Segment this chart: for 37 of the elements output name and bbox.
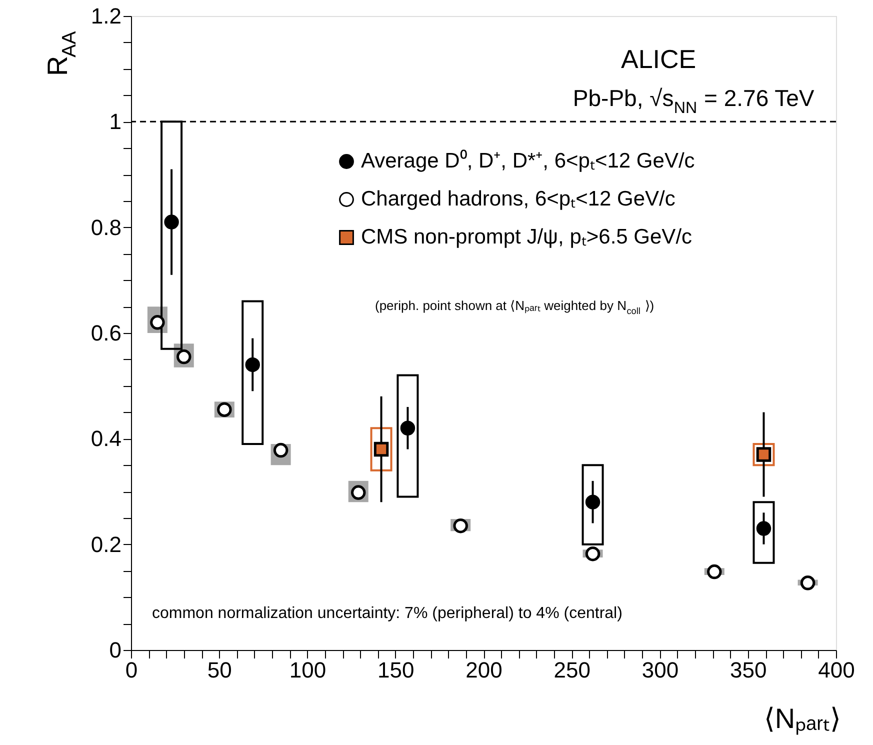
x-tick-label: 150 <box>378 658 414 682</box>
annotation: ALICE <box>620 44 696 74</box>
point <box>453 518 468 534</box>
legend-label: Charged hadrons, 6<pₜ<12 GeV/c <box>361 188 676 210</box>
y-tick-label: 1 <box>109 109 122 134</box>
legend-label: Average D⁰, D⁺, D*⁺, 6<pₜ<12 GeV/c <box>361 150 695 172</box>
y-tick-label: 0.2 <box>90 532 122 557</box>
x-tick-label: 350 <box>730 658 767 682</box>
point <box>800 576 816 590</box>
x-tick-label: 300 <box>642 658 679 682</box>
x-tick-label: 200 <box>466 658 502 682</box>
x-axis-title: ⟨Nₚₐᵣₜ⟩ <box>764 703 842 735</box>
point <box>756 521 772 536</box>
legend-label: CMS non-prompt J/ψ, pₜ>6.5 GeV/c <box>361 226 692 248</box>
point <box>585 546 600 562</box>
y-tick-label: 0.6 <box>90 320 122 346</box>
bar <box>752 442 775 466</box>
annotation: common normalization uncertainty: 7% (peripheral) to 4% (central) <box>152 605 622 622</box>
bar <box>370 427 392 472</box>
point <box>400 420 416 436</box>
x-tick-label: 0 <box>125 658 138 682</box>
point <box>245 357 260 372</box>
y-tick-label: 0.4 <box>90 426 122 452</box>
y-tick-label: 1.2 <box>90 4 122 28</box>
bar <box>396 374 419 498</box>
bar <box>242 300 264 445</box>
y-tick-label: 0.8 <box>90 214 122 240</box>
x-tick-label: 400 <box>818 658 855 682</box>
x-tick-label: 100 <box>289 658 326 682</box>
point <box>164 214 179 230</box>
bar <box>752 501 775 564</box>
x-tick-label: 50 <box>207 658 232 682</box>
point <box>585 494 600 510</box>
y-axis-title: RAA <box>42 30 80 76</box>
y-tick-label: 0 <box>109 638 122 662</box>
x-tick-label: 250 <box>554 658 590 682</box>
point <box>707 564 722 580</box>
